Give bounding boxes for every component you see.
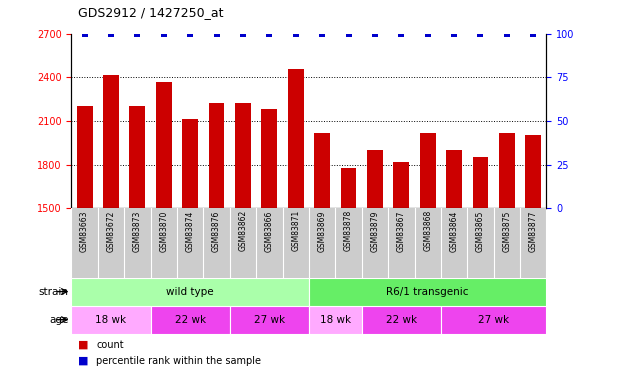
Text: 18 wk: 18 wk: [320, 315, 351, 325]
Text: GSM83870: GSM83870: [160, 210, 168, 252]
Bar: [394, 162, 409, 208]
Text: GSM83875: GSM83875: [502, 210, 511, 252]
Text: GSM83868: GSM83868: [424, 210, 432, 252]
Bar: [420, 133, 435, 208]
Point: [502, 31, 512, 37]
Point: [212, 31, 222, 37]
Text: 22 wk: 22 wk: [386, 315, 417, 325]
Point: [370, 31, 380, 37]
Text: ■: ■: [78, 356, 88, 366]
Bar: [156, 82, 171, 208]
Point: [317, 31, 327, 37]
Bar: [150, 306, 230, 334]
Bar: [235, 103, 251, 208]
Bar: [77, 106, 93, 208]
Bar: [230, 306, 309, 334]
Text: R6/1 transgenic: R6/1 transgenic: [386, 286, 469, 297]
Text: ■: ■: [78, 340, 88, 350]
Bar: [71, 278, 309, 306]
Point: [291, 31, 301, 37]
Bar: [129, 106, 145, 208]
Text: GSM83866: GSM83866: [265, 210, 274, 252]
Point: [79, 31, 89, 37]
Bar: [446, 150, 462, 208]
Point: [343, 31, 353, 37]
Bar: [441, 306, 546, 334]
Point: [185, 31, 195, 37]
Bar: [367, 150, 383, 208]
Text: percentile rank within the sample: percentile rank within the sample: [96, 356, 261, 366]
Text: count: count: [96, 340, 124, 350]
Point: [476, 31, 486, 37]
Text: GDS2912 / 1427250_at: GDS2912 / 1427250_at: [78, 6, 223, 19]
Bar: [103, 75, 119, 208]
Text: 27 wk: 27 wk: [478, 315, 509, 325]
Point: [159, 31, 169, 37]
Point: [423, 31, 433, 37]
Text: GSM83878: GSM83878: [344, 210, 353, 252]
Text: GSM83862: GSM83862: [238, 210, 247, 252]
Bar: [183, 119, 198, 208]
Bar: [309, 306, 361, 334]
Point: [106, 31, 116, 37]
Text: GSM83864: GSM83864: [450, 210, 458, 252]
Bar: [499, 133, 515, 208]
Text: GSM83871: GSM83871: [291, 210, 300, 252]
Text: 22 wk: 22 wk: [175, 315, 206, 325]
Text: 18 wk: 18 wk: [96, 315, 127, 325]
Text: wild type: wild type: [166, 286, 214, 297]
Point: [396, 31, 406, 37]
Text: GSM83874: GSM83874: [186, 210, 194, 252]
Text: GSM83876: GSM83876: [212, 210, 221, 252]
Text: GSM83869: GSM83869: [318, 210, 327, 252]
Bar: [314, 133, 330, 208]
Text: strain: strain: [39, 286, 68, 297]
Text: GSM83663: GSM83663: [80, 210, 89, 252]
Text: age: age: [49, 315, 68, 325]
Bar: [288, 69, 304, 208]
Bar: [361, 306, 441, 334]
Text: GSM83867: GSM83867: [397, 210, 406, 252]
Text: GSM83672: GSM83672: [107, 210, 116, 252]
Point: [132, 31, 142, 37]
Point: [528, 31, 538, 37]
Bar: [71, 306, 151, 334]
Point: [238, 31, 248, 37]
Bar: [340, 168, 356, 208]
Bar: [209, 104, 225, 208]
Bar: [525, 135, 542, 208]
Point: [265, 31, 274, 37]
Text: GSM83865: GSM83865: [476, 210, 485, 252]
Text: 27 wk: 27 wk: [254, 315, 285, 325]
Point: [449, 31, 459, 37]
Text: GSM83873: GSM83873: [133, 210, 142, 252]
Bar: [261, 109, 277, 208]
Text: GSM83877: GSM83877: [529, 210, 538, 252]
Bar: [309, 278, 546, 306]
Text: GSM83879: GSM83879: [371, 210, 379, 252]
Bar: [473, 156, 488, 208]
